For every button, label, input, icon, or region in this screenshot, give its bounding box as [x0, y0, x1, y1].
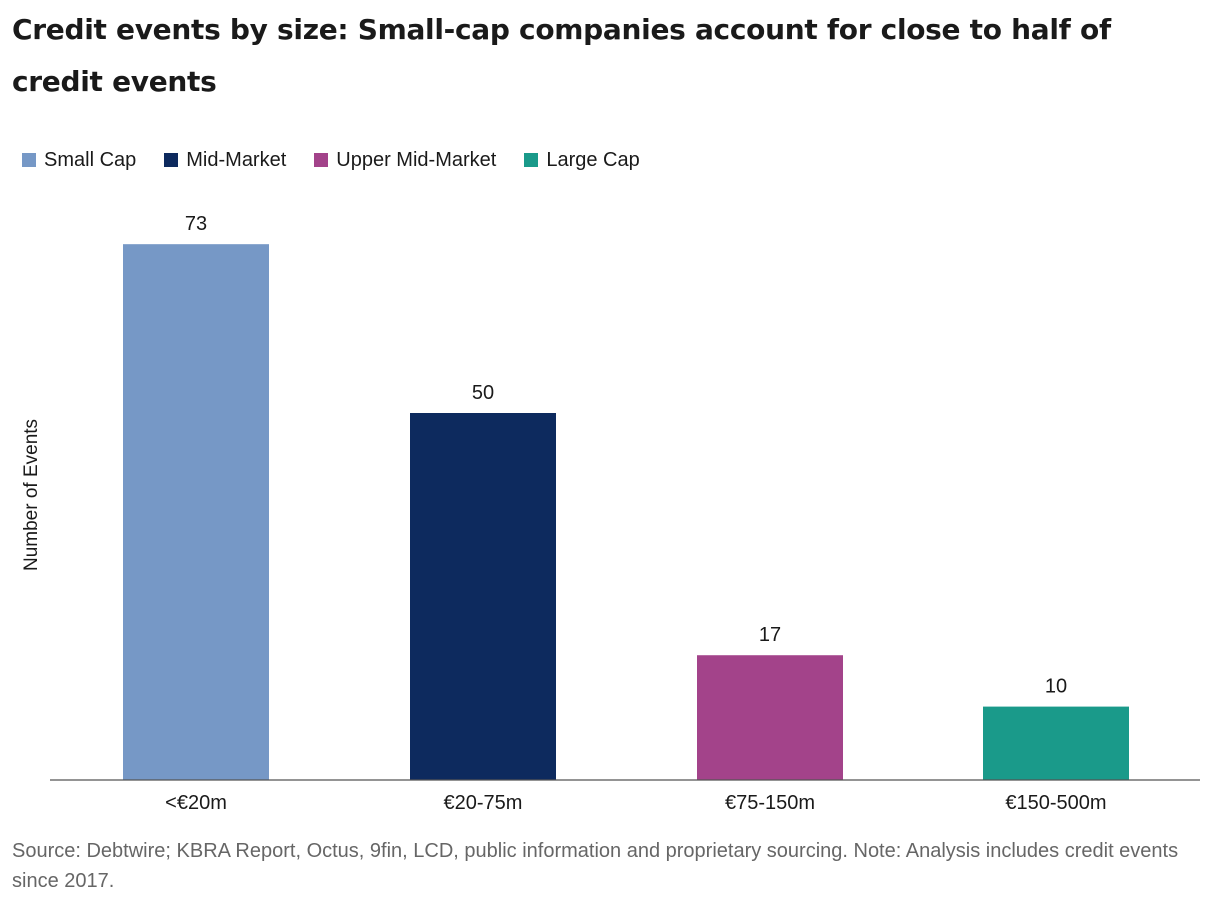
bar-chart: Number of Events 73 <€20m 50 €20-75m 17 €75-1… — [21, 213, 1200, 814]
bars-group: 73 <€20m 50 €20-75m 17 €75-150m 10 €150-500m — [123, 213, 1129, 814]
legend-swatch-small-cap — [22, 153, 36, 167]
data-label-75-150m: 17 — [759, 624, 781, 646]
x-tick-label-20-75m: €20-75m — [444, 792, 523, 814]
x-tick-label-150-500m: €150-500m — [1005, 792, 1106, 814]
x-tick-label-lt-20m: <€20m — [165, 792, 227, 814]
x-tick-label-75-150m: €75-150m — [725, 792, 815, 814]
data-label-lt-20m: 73 — [185, 213, 207, 235]
bar-lt-20m — [123, 244, 269, 780]
data-label-150-500m: 10 — [1045, 676, 1067, 698]
legend: Small Cap Mid-Market Upper Mid-Market La… — [22, 146, 668, 174]
legend-swatch-large-cap — [524, 153, 539, 167]
legend-swatch-mid-market — [164, 153, 179, 167]
legend-label-upper-mid-market: Upper Mid-Market — [336, 148, 497, 171]
bar-20-75m — [410, 413, 556, 780]
legend-label-small-cap: Small Cap — [44, 148, 137, 171]
legend-swatch-upper-mid-market — [314, 153, 329, 167]
data-label-20-75m: 50 — [472, 382, 494, 404]
legend-item-large-cap: Large Cap — [524, 148, 640, 172]
chart-title: Credit events by size: Small-cap compani… — [12, 13, 1111, 98]
legend-item-small-cap: Small Cap — [22, 149, 136, 172]
y-axis-label: Number of Events — [21, 419, 42, 571]
source-note: Source: Debtwire; KBRA Report, Octus, 9f… — [12, 840, 1179, 892]
legend-label-large-cap: Large Cap — [546, 148, 640, 171]
bar-150-500m — [983, 706, 1129, 780]
legend-item-mid-market: Mid-Market — [164, 149, 286, 172]
bar-75-150m — [697, 655, 843, 780]
legend-label-mid-market: Mid-Market — [186, 148, 287, 171]
legend-item-upper-mid-market: Upper Mid-Market — [314, 149, 496, 172]
